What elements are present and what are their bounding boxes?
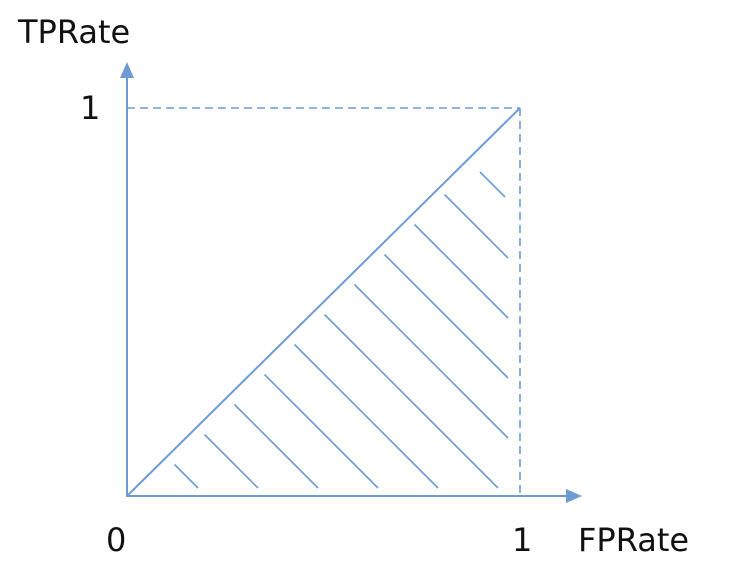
y-axis-arrow: [120, 62, 134, 78]
y-axis-max-label: 1: [80, 89, 100, 127]
hatch-line: [203, 433, 259, 489]
y-axis-label: TPRate: [17, 13, 130, 51]
hatch-line: [173, 463, 199, 489]
hatch-line: [413, 223, 509, 319]
x-axis-arrow: [566, 489, 582, 503]
hatch-line: [479, 171, 506, 198]
hatch-line: [323, 313, 499, 489]
hatch-line: [353, 283, 509, 439]
hatch-line: [443, 193, 509, 259]
hatch-line: [293, 343, 439, 489]
diagonal-line: [126, 107, 521, 497]
hatch-line: [233, 403, 319, 489]
x-axis-label: FPRate: [578, 521, 689, 559]
x-axis-max-label: 1: [512, 521, 532, 559]
hatch-line: [383, 253, 509, 379]
hatching: [173, 171, 509, 489]
hatch-line: [263, 373, 379, 489]
origin-label: 0: [106, 521, 126, 559]
